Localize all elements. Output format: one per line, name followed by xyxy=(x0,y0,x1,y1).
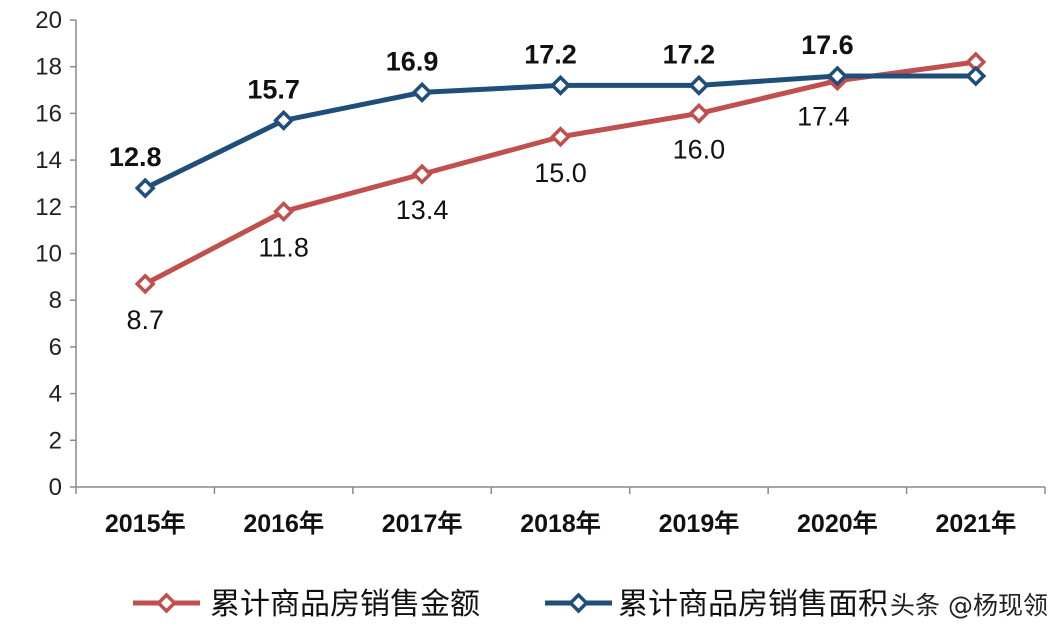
y-tick-label: 6 xyxy=(49,334,62,361)
data-point xyxy=(550,74,571,96)
legend-label: 累计商品房销售金额 xyxy=(210,587,480,622)
legend-marker xyxy=(156,592,177,614)
data-point xyxy=(134,273,156,295)
data-label-amount: 17.4 xyxy=(797,102,850,132)
data-label-area: 17.2 xyxy=(524,39,577,69)
data-label-amount: 11.8 xyxy=(258,232,309,262)
series-layer xyxy=(134,51,987,295)
data-label-amount: 16.0 xyxy=(673,134,726,164)
data-label-area: 17.6 xyxy=(801,30,854,60)
y-tick-label: 12 xyxy=(35,194,62,221)
data-label-amount: 8.7 xyxy=(126,305,164,335)
data-point xyxy=(134,177,156,199)
data-point xyxy=(273,200,295,222)
watermark-text: 头条 @杨现领 xyxy=(890,591,1048,620)
y-tick-label: 16 xyxy=(35,100,62,127)
y-tick-label: 10 xyxy=(35,241,62,268)
y-tick-label: 14 xyxy=(35,147,62,174)
data-label-amount: 13.4 xyxy=(396,195,449,225)
x-tick-label: 2017年 xyxy=(382,509,463,538)
legend-label: 累计商品房销售面积 xyxy=(618,587,888,622)
x-tick-label: 2020年 xyxy=(797,509,878,538)
x-tick-label: 2019年 xyxy=(659,509,740,538)
legend-item-sales-amount: 累计商品房销售金额 xyxy=(133,587,480,622)
data-point xyxy=(688,74,710,96)
legend-item-sales-area: 累计商品房销售面积 xyxy=(545,587,888,622)
data-label-amount: 15.0 xyxy=(534,158,587,188)
data-label-area: 15.7 xyxy=(247,74,300,104)
data-labels: 8.7 11.8 13.4 15.0 16.0 17.4 12.8 15.7 16.9 17.2 1… xyxy=(109,30,854,335)
series-sales-area xyxy=(134,65,987,199)
y-tick-label: 2 xyxy=(49,427,62,454)
data-label-area: 17.2 xyxy=(663,39,716,69)
y-tick-label: 0 xyxy=(49,474,62,501)
legend: 累计商品房销售金额 累计商品房销售面积 xyxy=(133,587,888,622)
x-tick-label: 2015年 xyxy=(105,509,186,538)
y-tick-label: 4 xyxy=(49,381,62,408)
y-axis: 0 2 4 6 8 10 12 14 16 18 20 xyxy=(35,7,77,501)
data-point xyxy=(550,126,571,148)
x-tick-label: 2018年 xyxy=(520,509,601,538)
data-point xyxy=(965,65,987,87)
data-point xyxy=(411,81,433,103)
data-point xyxy=(411,163,433,185)
data-point xyxy=(688,102,710,124)
data-label-area: 12.8 xyxy=(109,142,162,172)
data-point xyxy=(826,65,848,87)
legend-marker xyxy=(568,592,589,614)
y-tick-label: 18 xyxy=(35,54,62,81)
y-tick-label: 8 xyxy=(49,287,62,314)
x-tick-label: 2016年 xyxy=(243,509,324,538)
x-axis: 2015年 2016年 2017年 2018年 2019年 2020年 2021年 xyxy=(75,486,1046,538)
x-tick-label: 2021年 xyxy=(935,509,1016,538)
data-point xyxy=(273,109,295,131)
data-label-area: 16.9 xyxy=(386,46,439,76)
y-tick-label: 20 xyxy=(35,7,62,34)
